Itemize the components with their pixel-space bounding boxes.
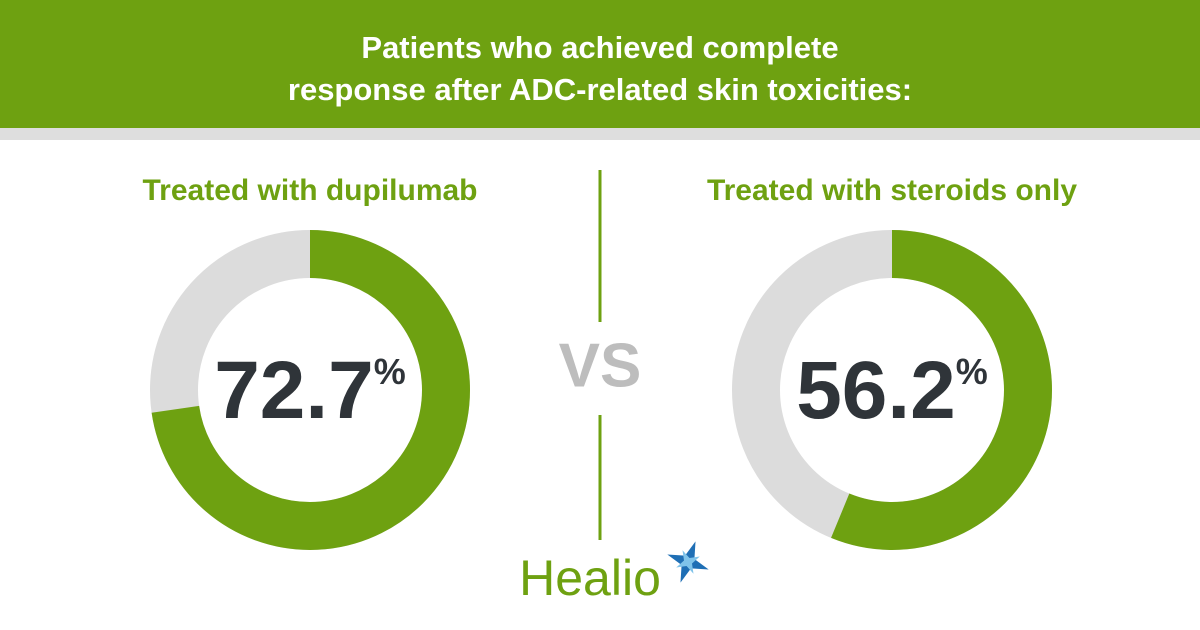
chart-subtitle: Treated with steroids only — [707, 174, 1077, 207]
title-banner — [0, 0, 1200, 128]
title-line: response after ADC-related skin toxiciti… — [287, 72, 913, 107]
value-label: 72.7% — [214, 345, 406, 436]
logo-star — [667, 541, 709, 583]
title-line: Patients who achieved complete — [361, 30, 839, 65]
banner-strip — [0, 128, 1200, 140]
donut-segment — [732, 230, 1052, 550]
chart-subtitle: Treated with dupilumab — [142, 174, 477, 207]
vs-label: VS — [559, 331, 642, 400]
donut-segment — [150, 230, 470, 550]
value-label: 56.2% — [796, 345, 988, 436]
logo-text: Healio — [519, 550, 661, 606]
